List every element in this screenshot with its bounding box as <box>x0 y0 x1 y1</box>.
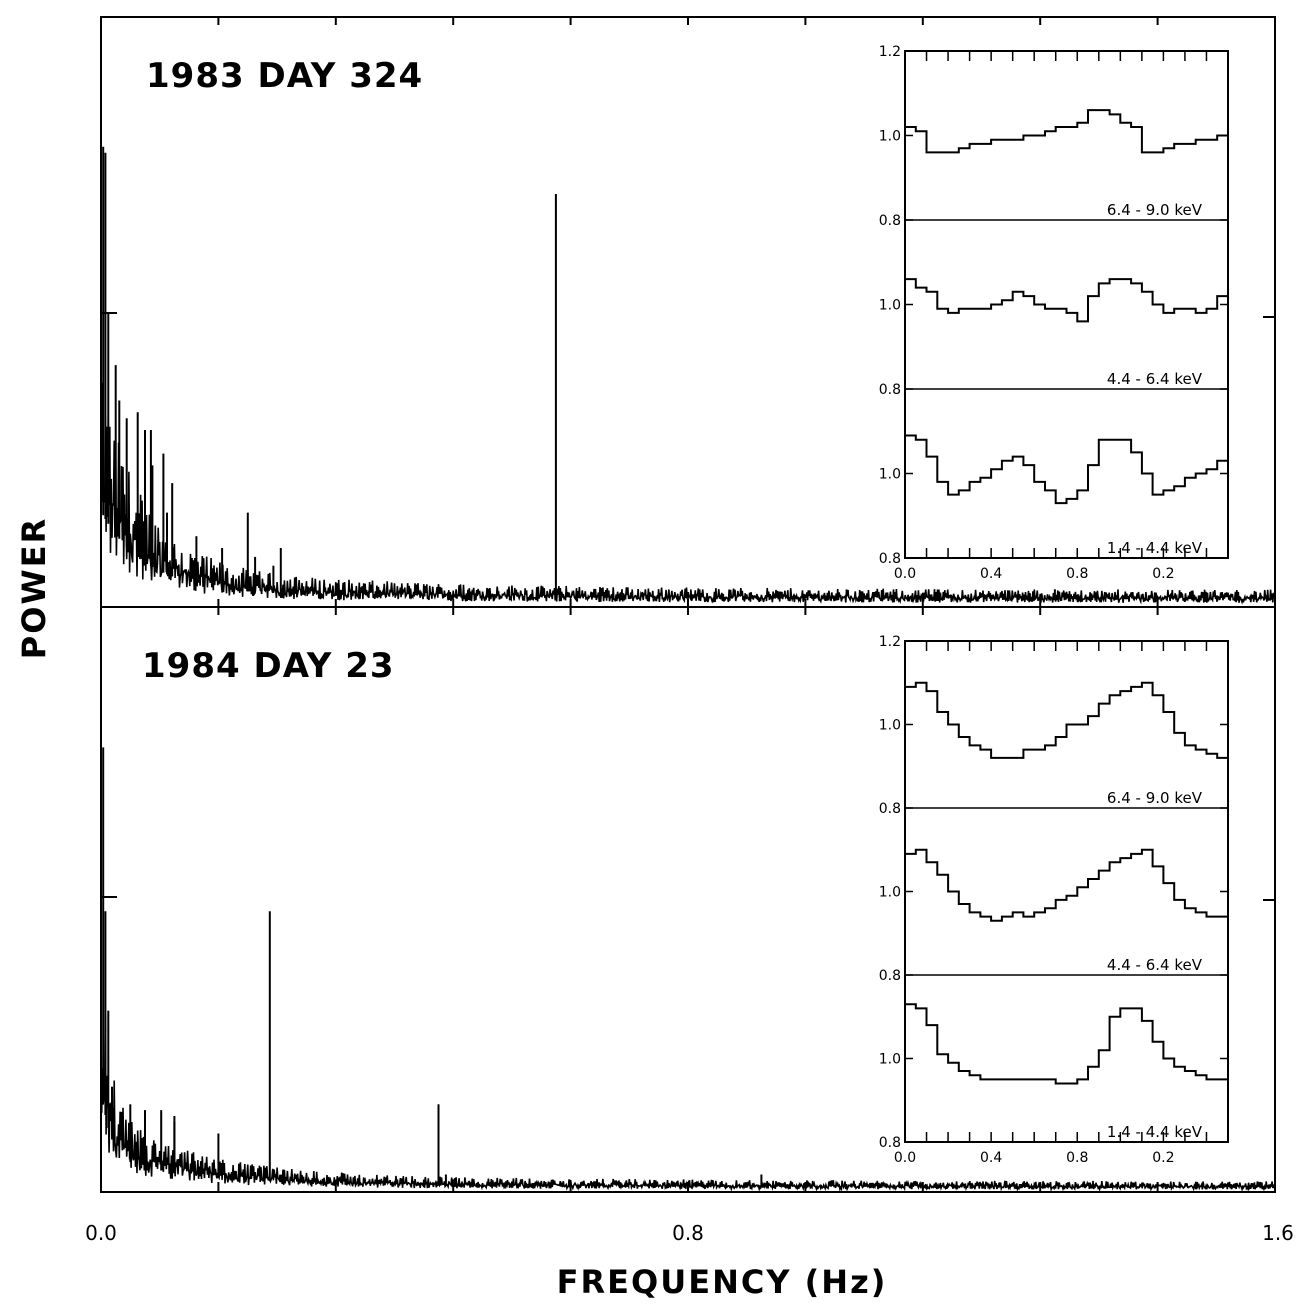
energy-band-label: 6.4 - 9.0 keV <box>1107 789 1203 807</box>
inset-x-tick-label: 0.4 <box>980 1150 1002 1166</box>
inset-y-tick-label: 1.0 <box>879 298 901 314</box>
energy-band-label: 4.4 - 6.4 keV <box>1107 370 1203 388</box>
spectrum-trace-top <box>100 382 1276 605</box>
panel-label-top: 1983 DAY 324 <box>146 56 423 96</box>
pulse-profile-0-2 <box>905 434 1228 505</box>
inset-y-tick-label: 1.2 <box>879 44 901 60</box>
pulse-profile-1-2 <box>905 1003 1228 1085</box>
inset-y-tick-label: 1.0 <box>879 467 901 483</box>
inset-x-tick-label: 0.4 <box>980 566 1002 582</box>
inset-y-tick-label: 1.0 <box>879 1052 901 1068</box>
inset-y-tick-label: 0.8 <box>879 1135 901 1151</box>
inset-y-tick-label: 0.8 <box>879 968 901 984</box>
x-axis-title: FREQUENCY (Hz) <box>557 1263 888 1301</box>
inset-y-tick-label: 0.8 <box>879 382 901 398</box>
inset-y-tick-label: 0.8 <box>879 551 901 567</box>
pulse-profile-inset-bottom: 1.2 1.0 0.8 6.4 - 9.0 keV 1.0 0.8 4.4 - 6.4 ke… <box>879 634 1229 1166</box>
inset-y-tick-label: 0.8 <box>879 213 901 229</box>
main-axis-ticks <box>100 17 1276 1192</box>
inset-x-tick-label: 0.2 <box>1152 1150 1174 1166</box>
x-tick-label-0: 0.0 <box>85 1221 117 1245</box>
panel-label-bottom: 1984 DAY 23 <box>142 646 395 686</box>
inset-y-tick-label: 1.0 <box>879 129 901 145</box>
energy-band-label: 1.4 - 4.4 keV <box>1107 1123 1203 1141</box>
inset-y-tick-label: 1.0 <box>879 885 901 901</box>
pulse-profile-1-1 <box>905 848 1228 922</box>
x-tick-label-1: 0.8 <box>672 1221 704 1245</box>
pulse-profile-0-0 <box>905 109 1228 154</box>
inset-x-tick-label: 0.0 <box>894 566 916 582</box>
energy-band-label: 6.4 - 9.0 keV <box>1107 201 1203 219</box>
inset-y-tick-label: 1.2 <box>879 634 901 650</box>
inset-y-tick-label: 1.0 <box>879 718 901 734</box>
pulse-profile-inset-top: 1.2 1.0 0.8 6.4 - 9.0 keV 1.0 0.8 4.4 - 6.4 ke… <box>879 44 1229 582</box>
inset-x-tick-label: 0.8 <box>1066 566 1088 582</box>
energy-band-label: 1.4 - 4.4 keV <box>1107 539 1203 557</box>
inset-x-tick-label: 0.0 <box>894 1150 916 1166</box>
pulse-profile-0-1 <box>905 278 1228 323</box>
inset-x-tick-label: 0.2 <box>1152 566 1174 582</box>
pulse-profile-1-0 <box>905 681 1228 759</box>
inset-x-tick-label: 0.8 <box>1066 1150 1088 1166</box>
x-tick-label-2: 1.6 <box>1262 1221 1294 1245</box>
inset-y-tick-label: 0.8 <box>879 801 901 817</box>
energy-band-label: 4.4 - 6.4 keV <box>1107 956 1203 974</box>
spectrum-1983-day-324 <box>100 146 1276 605</box>
y-axis-title: POWER <box>15 517 53 659</box>
